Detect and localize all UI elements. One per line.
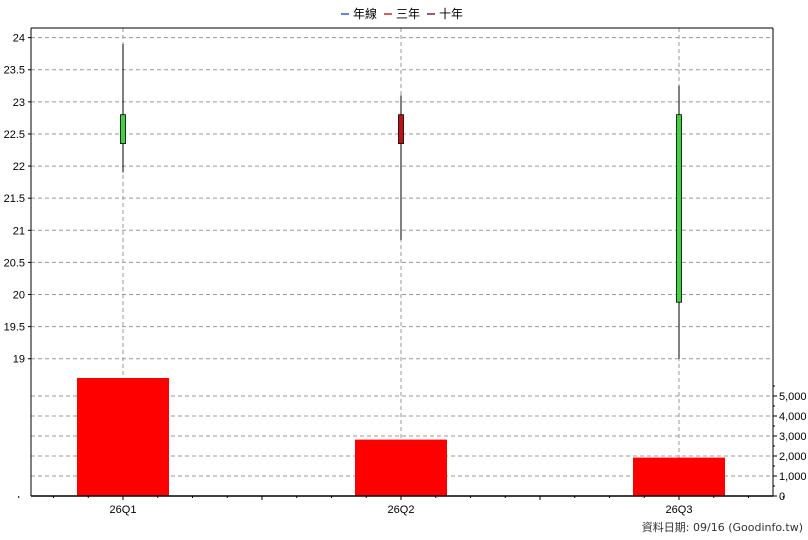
volume-bar [77, 378, 169, 496]
price-tick-label: 23 [13, 97, 25, 109]
price-tick-label: 23.5 [4, 65, 25, 77]
price-tick-label: 19 [13, 354, 25, 366]
legend-label: 三年 [396, 7, 420, 21]
volume-tick-label: 2,000 [779, 451, 807, 463]
price-tick-label: 21.5 [4, 193, 25, 205]
price-tick-label: 19.5 [4, 322, 25, 334]
price-tick-label: 20 [13, 290, 25, 302]
volume-bar [633, 458, 725, 496]
x-tick-label: 26Q3 [666, 504, 693, 516]
candle-body [677, 115, 682, 303]
volume-panel: 0 1,000 2,000 3,000 4,000 5,000 26Q1 26Q2 26Q3 [0, 378, 808, 516]
price-tick-label: 20.5 [4, 257, 25, 269]
volume-bar [355, 440, 447, 496]
price-tick-label: 22 [13, 161, 25, 173]
price-plot-area [31, 28, 773, 378]
legend-label: 十年 [439, 7, 463, 21]
volume-tick-label: 3,000 [779, 431, 807, 443]
price-tick-label: 21 [13, 225, 25, 237]
price-tick-label: 24 [13, 33, 25, 45]
x-tick-label: 26Q2 [388, 504, 415, 516]
legend: 年線 三年 十年 [341, 6, 463, 21]
volume-tick-label: 4,000 [779, 411, 807, 423]
candle-body [399, 115, 404, 144]
x-tick-label: 26Q1 [110, 504, 137, 516]
price-tick-label: 22.5 [4, 129, 25, 141]
price-panel: 19 19.5 20 20.5 21 21.5 22 22.5 23 23.5 24 [4, 28, 773, 378]
candle-body [121, 115, 126, 144]
volume-tick-label: 5,000 [779, 391, 807, 403]
volume-tick-label: 1,000 [779, 471, 807, 483]
footer-date-label: 資料日期: 09/16 (Goodinfo.tw) [642, 520, 803, 534]
legend-label: 年線 [353, 6, 377, 21]
volume-tick-label: 0 [779, 491, 785, 503]
